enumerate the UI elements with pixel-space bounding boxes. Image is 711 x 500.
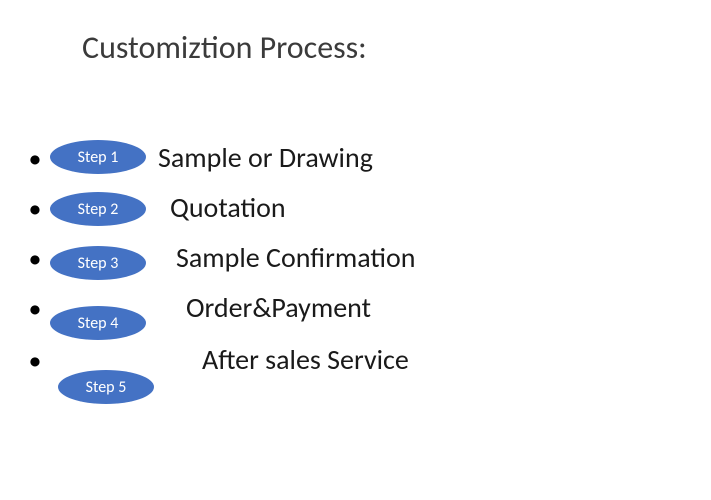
page-title: Customiztion Process: [82, 28, 367, 67]
list-item: • Step 2 Quotation [20, 190, 700, 240]
bullet-icon: • [20, 292, 50, 324]
bullet-icon: • [20, 142, 50, 174]
step-desc: Sample Confirmation [176, 240, 415, 275]
step-desc: After sales Service [202, 342, 409, 377]
list-item: • Step 3 Sample Confirmation [20, 240, 700, 290]
list-item: • Step 1 Sample or Drawing [20, 140, 700, 190]
steps-list: • Step 1 Sample or Drawing • Step 2 Quot… [20, 140, 700, 402]
step-pill: Step 1 [50, 140, 146, 174]
bullet-icon: • [20, 192, 50, 224]
step-pill: Step 3 [50, 246, 146, 280]
step-pill: Step 5 [58, 370, 154, 404]
step-desc: Sample or Drawing [158, 140, 373, 175]
list-item: • Step 4 Order&Payment [20, 290, 700, 342]
bullet-icon: • [20, 242, 50, 274]
step-desc: Quotation [170, 190, 286, 225]
step-desc: Order&Payment [186, 290, 371, 325]
list-item: • Step 5 After sales Service [20, 342, 700, 402]
step-pill: Step 4 [50, 306, 146, 340]
step-pill: Step 2 [50, 192, 146, 226]
bullet-icon: • [20, 344, 50, 376]
